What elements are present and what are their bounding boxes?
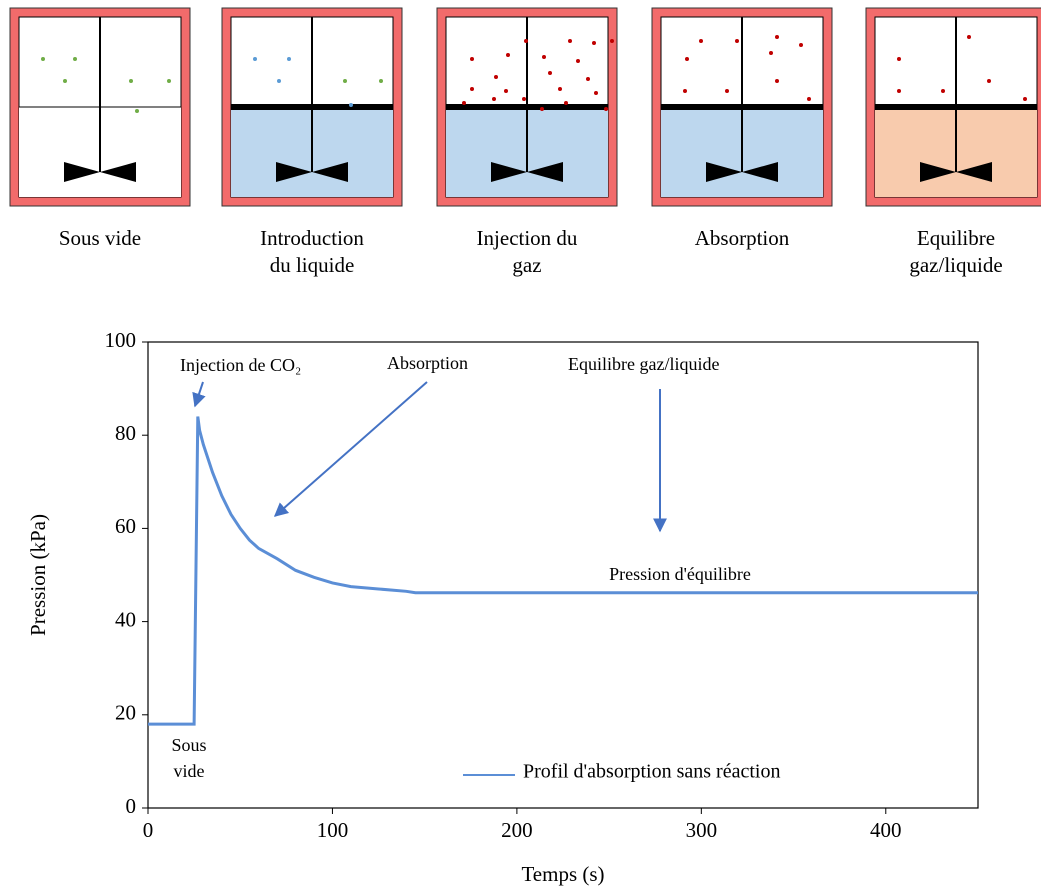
x-tick-label: 0 bbox=[143, 818, 154, 842]
molecule bbox=[735, 39, 739, 43]
annotation: Sous bbox=[171, 735, 206, 755]
x-tick-label: 100 bbox=[317, 818, 349, 842]
molecule bbox=[63, 79, 67, 83]
stirrer-blade bbox=[276, 162, 348, 182]
molecule bbox=[287, 57, 291, 61]
molecule bbox=[506, 53, 510, 57]
molecule bbox=[769, 51, 773, 55]
molecule bbox=[897, 57, 901, 61]
molecule bbox=[807, 97, 811, 101]
molecule bbox=[129, 79, 133, 83]
molecule bbox=[492, 97, 496, 101]
panel-label: Sous vide bbox=[59, 226, 141, 250]
molecule bbox=[540, 107, 544, 111]
y-tick-label: 0 bbox=[126, 794, 137, 818]
y-axis-label: Pression (kPa) bbox=[26, 514, 50, 636]
panel-label: Injection du bbox=[477, 226, 578, 250]
molecule bbox=[685, 57, 689, 61]
panel-label: Introduction bbox=[260, 226, 364, 250]
molecule bbox=[897, 89, 901, 93]
molecule bbox=[576, 59, 580, 63]
molecule bbox=[799, 43, 803, 47]
molecule bbox=[343, 79, 347, 83]
molecule bbox=[542, 55, 546, 59]
molecule bbox=[967, 35, 971, 39]
data-line bbox=[148, 416, 978, 726]
panel-label: gaz/liquide bbox=[909, 253, 1002, 277]
x-tick-label: 400 bbox=[870, 818, 902, 842]
stirrer-blade bbox=[920, 162, 992, 182]
molecule bbox=[592, 41, 596, 45]
molecule bbox=[564, 101, 568, 105]
y-tick-label: 100 bbox=[105, 328, 137, 352]
panel-label: Absorption bbox=[695, 226, 790, 250]
annotation: Absorption bbox=[387, 353, 468, 373]
molecule bbox=[470, 57, 474, 61]
annotation-arrow bbox=[192, 381, 206, 408]
molecule bbox=[604, 107, 608, 111]
molecule bbox=[462, 101, 466, 105]
y-tick-label: 60 bbox=[115, 514, 136, 538]
molecule bbox=[725, 89, 729, 93]
legend-label: Profil d'absorption sans réaction bbox=[523, 761, 780, 783]
molecule bbox=[524, 39, 528, 43]
y-tick-label: 20 bbox=[115, 701, 136, 725]
molecule bbox=[135, 109, 139, 113]
molecule bbox=[277, 79, 281, 83]
molecule bbox=[941, 89, 945, 93]
molecule bbox=[610, 39, 614, 43]
molecule bbox=[167, 79, 171, 83]
stirrer-blade bbox=[491, 162, 563, 182]
stirrer-blade bbox=[64, 162, 136, 182]
stirrer-blade bbox=[706, 162, 778, 182]
molecule bbox=[594, 91, 598, 95]
annotation: Injection de CO₂ bbox=[180, 355, 301, 375]
molecule bbox=[775, 79, 779, 83]
annotation-arrow bbox=[273, 381, 428, 517]
y-tick-label: 40 bbox=[115, 607, 136, 631]
x-tick-label: 200 bbox=[501, 818, 533, 842]
molecule bbox=[1023, 97, 1027, 101]
panels: Sous vide Introduction du liquide Injection… bbox=[9, 7, 1041, 277]
plot-frame bbox=[147, 341, 979, 809]
molecule bbox=[987, 79, 991, 83]
molecule bbox=[775, 35, 779, 39]
panel-label: du liquide bbox=[270, 253, 355, 277]
molecule bbox=[470, 87, 474, 91]
molecule bbox=[522, 97, 526, 101]
molecule bbox=[349, 103, 353, 107]
molecule bbox=[699, 39, 703, 43]
panel-label: Equilibre bbox=[917, 226, 995, 250]
molecule bbox=[586, 77, 590, 81]
molecule bbox=[548, 71, 552, 75]
molecule bbox=[504, 89, 508, 93]
molecule bbox=[253, 57, 257, 61]
panel-label: gaz bbox=[512, 253, 541, 277]
annotation: Equilibre gaz/liquide bbox=[568, 354, 719, 374]
x-axis-label: Temps (s) bbox=[521, 862, 604, 886]
molecule bbox=[379, 79, 383, 83]
x-tick-label: 300 bbox=[686, 818, 718, 842]
molecule bbox=[683, 89, 687, 93]
annotation: Pression d'équilibre bbox=[609, 564, 751, 584]
molecule bbox=[73, 57, 77, 61]
y-tick-label: 80 bbox=[115, 421, 136, 445]
chart: 0 20 40 60 80 100 0 100 200 300 400 Temps (s) Pressi… bbox=[26, 328, 978, 886]
molecule bbox=[568, 39, 572, 43]
molecule bbox=[494, 75, 498, 79]
molecule bbox=[41, 57, 45, 61]
molecule bbox=[558, 87, 562, 91]
annotation: vide bbox=[174, 761, 205, 781]
